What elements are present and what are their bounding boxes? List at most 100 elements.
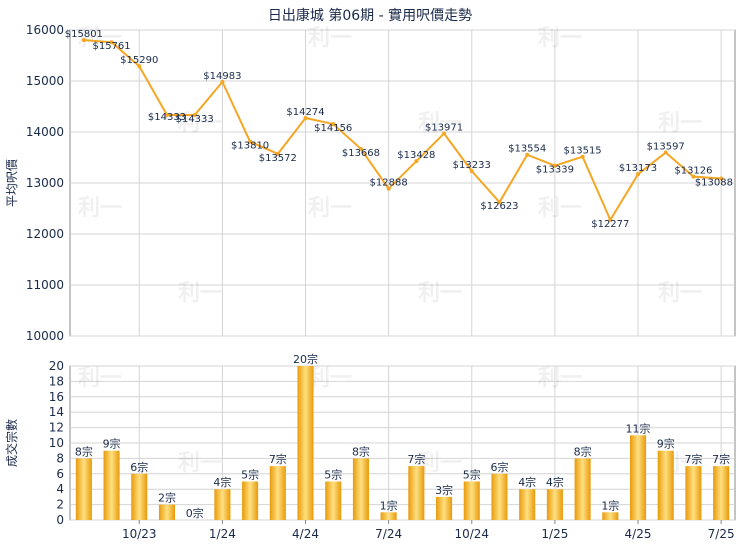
volume-data-label: 7宗 xyxy=(712,452,730,466)
volume-axis-label: 成交宗數 xyxy=(4,419,19,467)
price-point xyxy=(164,113,169,118)
watermark-logo: 利一 xyxy=(658,111,702,136)
price-point xyxy=(719,176,724,181)
volume-data-label: 8宗 xyxy=(352,444,370,458)
price-point xyxy=(358,146,363,151)
price-data-label: $14274 xyxy=(286,107,324,118)
price-point xyxy=(497,200,502,205)
volume-data-label: 3宗 xyxy=(435,483,453,497)
price-point xyxy=(303,116,308,121)
price-point xyxy=(137,64,142,69)
volume-data-label: 9宗 xyxy=(103,437,121,451)
price-point xyxy=(192,113,197,118)
watermark-logo: 利一 xyxy=(178,281,222,306)
price-line xyxy=(83,39,722,221)
price-tick-label: 12000 xyxy=(26,227,64,241)
price-data-label: $14333 xyxy=(176,114,214,125)
watermark-logo: 利一 xyxy=(418,281,462,306)
price-point xyxy=(442,131,447,136)
price-point xyxy=(580,154,585,159)
price-data-label: $12277 xyxy=(591,219,629,230)
price-data-label: $13428 xyxy=(397,150,435,161)
volume-bar xyxy=(214,489,231,520)
volume-bar xyxy=(325,481,342,520)
watermark-logo: 利一 xyxy=(78,366,122,391)
volume-bar xyxy=(519,489,536,520)
volume-data-label: 4宗 xyxy=(213,475,231,489)
volume-tick-label: 12 xyxy=(49,421,64,435)
watermark-logo: 利一 xyxy=(418,451,462,476)
price-tick-label: 14000 xyxy=(26,125,64,139)
volume-tick-label: 6 xyxy=(56,467,64,481)
price-data-label: $14333 xyxy=(148,112,186,123)
volume-data-label: 6宗 xyxy=(490,460,508,474)
price-data-label: $13233 xyxy=(453,160,491,171)
volume-bar xyxy=(463,481,480,520)
chart-title: 日出康城 第06期 - 實用呎價走勢 xyxy=(268,7,472,24)
x-tick-label: 1/24 xyxy=(209,527,236,541)
watermark-logo: 利一 xyxy=(308,366,352,391)
watermark-logo: 利一 xyxy=(538,26,582,51)
price-point xyxy=(248,139,253,144)
watermark-logo: 利一 xyxy=(658,281,702,306)
price-data-label: $13597 xyxy=(647,142,685,153)
volume-bar xyxy=(713,466,730,520)
x-tick-label: 7/24 xyxy=(375,527,402,541)
volume-data-label: 8宗 xyxy=(574,444,592,458)
watermark-logo: 利一 xyxy=(418,111,462,136)
price-data-label: $15290 xyxy=(120,55,158,66)
volume-bar xyxy=(297,366,314,520)
price-point xyxy=(81,38,86,43)
volume-tick-label: 14 xyxy=(49,405,64,419)
price-data-label: $13088 xyxy=(695,178,733,189)
volume-data-label: 4宗 xyxy=(518,475,536,489)
watermark-logo: 利一 xyxy=(178,451,222,476)
volume-bar xyxy=(131,473,148,520)
volume-data-label: 5宗 xyxy=(463,468,481,482)
x-tick-label: 1/25 xyxy=(541,527,568,541)
volume-bar xyxy=(436,496,453,520)
volume-bar xyxy=(408,466,425,520)
price-point xyxy=(414,159,419,164)
volume-tick-label: 4 xyxy=(56,482,64,496)
price-data-label: $13126 xyxy=(674,166,712,177)
volume-data-label: 7宗 xyxy=(684,452,702,466)
price-point xyxy=(663,150,668,155)
volume-tick-label: 8 xyxy=(56,451,64,465)
volume-bar xyxy=(380,512,397,520)
volume-bar xyxy=(685,466,702,520)
price-data-label: $13810 xyxy=(231,141,269,152)
price-point xyxy=(220,79,225,84)
watermark-logo: 利一 xyxy=(538,196,582,221)
volume-tick-label: 16 xyxy=(49,390,64,404)
volume-data-label: 7宗 xyxy=(269,452,287,466)
price-tick-label: 13000 xyxy=(26,176,64,190)
volume-bar xyxy=(75,458,92,520)
price-data-label: $13668 xyxy=(342,148,380,159)
price-point xyxy=(636,172,641,177)
volume-data-label: 7宗 xyxy=(407,452,425,466)
volume-data-label: 11宗 xyxy=(626,421,651,435)
volume-bar xyxy=(103,450,120,520)
price-point xyxy=(552,163,557,168)
x-tick-label: 4/25 xyxy=(625,527,652,541)
watermark-logo: 利一 xyxy=(308,26,352,51)
price-tick-label: 16000 xyxy=(26,23,64,37)
price-point xyxy=(691,174,696,179)
price-data-label: $13339 xyxy=(536,165,574,176)
price-data-label: $12623 xyxy=(480,201,518,212)
volume-bar xyxy=(602,512,619,520)
volume-bar xyxy=(546,489,563,520)
volume-tick-label: 0 xyxy=(56,513,64,527)
x-tick-label: 10/24 xyxy=(454,527,489,541)
price-data-label: $13173 xyxy=(619,163,657,174)
x-tick-label: 4/24 xyxy=(292,527,319,541)
price-point xyxy=(331,122,336,127)
price-data-label: $14156 xyxy=(314,123,352,134)
price-axis-label: 平均呎價 xyxy=(5,159,19,207)
volume-data-label: 6宗 xyxy=(130,460,148,474)
x-tick-label: 10/23 xyxy=(122,527,157,541)
price-point xyxy=(608,217,613,222)
watermark-logo: 利一 xyxy=(308,196,352,221)
